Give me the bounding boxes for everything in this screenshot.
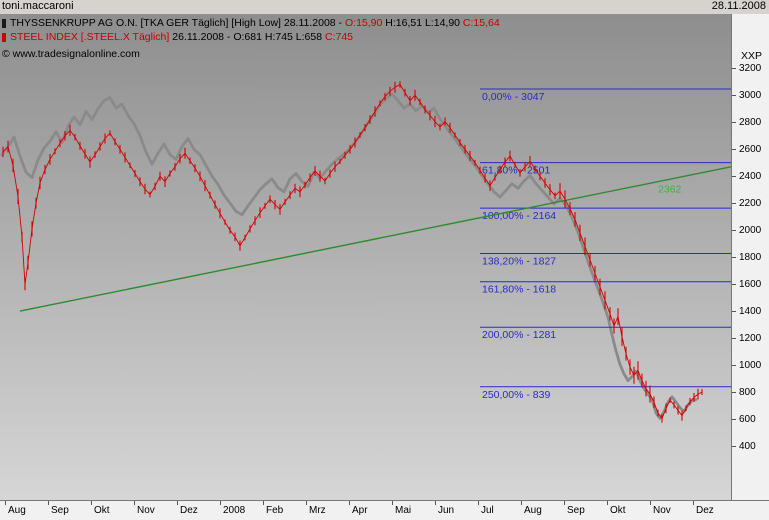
steel-index-series-line[interactable] bbox=[0, 92, 698, 420]
fibonacci-level-label: 61,80% - 2501 bbox=[482, 165, 550, 177]
legend-line2-name: STEEL INDEX [.STEEL.X Täglich] bbox=[10, 31, 173, 43]
y-axis[interactable]: XXP 400 600 800 1000 1200 1400 1600 1800 2000 220… bbox=[731, 14, 769, 500]
y-axis-label: 1600 bbox=[739, 279, 762, 290]
y-axis-label: 3000 bbox=[739, 90, 762, 101]
legend-line1-highlow: H:16,51 L:14,90 bbox=[382, 17, 463, 29]
y-axis-tick bbox=[732, 149, 736, 150]
x-axis-label: Sep bbox=[567, 505, 585, 516]
y-axis-label: 800 bbox=[739, 387, 756, 398]
y-axis-tick bbox=[732, 419, 736, 420]
y-axis-label: 1400 bbox=[739, 306, 762, 317]
x-axis-tick bbox=[134, 501, 135, 505]
trend-line-value-label: 2362 bbox=[658, 183, 682, 195]
y-axis-tick bbox=[732, 311, 736, 312]
axis-corner bbox=[731, 500, 769, 520]
x-axis-label: Apr bbox=[352, 505, 368, 516]
title-bar: toni.maccaroni 28.11.2008 bbox=[0, 0, 769, 14]
y-axis-label: 1800 bbox=[739, 252, 762, 263]
y-axis-tick bbox=[732, 338, 736, 339]
fibonacci-level-label: 138,20% - 1827 bbox=[482, 256, 556, 268]
x-axis[interactable]: Aug Sep Okt Nov Dez 2008 Feb Mrz Apr Mai Jun Jul Aug… bbox=[0, 500, 731, 520]
x-axis-tick bbox=[521, 501, 522, 505]
y-axis-tick bbox=[732, 392, 736, 393]
x-axis-label: Feb bbox=[266, 505, 284, 516]
x-axis-tick bbox=[435, 501, 436, 505]
fibonacci-level-label: 200,00% - 1281 bbox=[482, 329, 556, 341]
x-axis-label: Dez bbox=[180, 505, 198, 516]
x-axis-tick bbox=[564, 501, 565, 505]
fibonacci-level-label: 0,00% - 3047 bbox=[482, 91, 545, 103]
x-axis-tick bbox=[607, 501, 608, 505]
x-axis-label: Okt bbox=[610, 505, 626, 516]
x-axis-tick bbox=[650, 501, 651, 505]
x-axis-label: Jun bbox=[438, 505, 455, 516]
fibonacci-level-label: 250,00% - 839 bbox=[482, 389, 550, 401]
x-axis-tick bbox=[48, 501, 49, 505]
y-axis-tick bbox=[732, 176, 736, 177]
y-axis-tick bbox=[732, 230, 736, 231]
x-axis-label: Aug bbox=[524, 505, 542, 516]
thyssenkrupp-series-line[interactable] bbox=[2, 83, 703, 420]
y-axis-unit-label: XXP bbox=[741, 50, 763, 62]
x-axis-tick bbox=[392, 501, 393, 505]
fibonacci-level-label: 100,00% - 2164 bbox=[482, 210, 556, 222]
x-axis-label: Nov bbox=[137, 505, 155, 516]
chart-plot-area[interactable]: 0,00% - 3047 61,80% - 2501 100,00% - 2164 1… bbox=[0, 14, 731, 500]
y-axis-label: 2000 bbox=[739, 225, 762, 236]
legend-line2-close: C:745 bbox=[325, 31, 354, 43]
legend-line1-prefix: THYSSENKRUPP AG O.N. [TKA GER Täglich] [… bbox=[10, 17, 345, 29]
y-axis-label: 2800 bbox=[739, 117, 762, 128]
y-axis-tick bbox=[732, 95, 736, 96]
x-axis-label: Okt bbox=[94, 505, 110, 516]
chart-legend: THYSSENKRUPP AG O.N. [TKA GER Täglich] [… bbox=[2, 16, 500, 61]
legend-line1-open: O:15,90 bbox=[344, 17, 383, 29]
y-axis-tick bbox=[732, 257, 736, 258]
y-axis-tick bbox=[732, 365, 736, 366]
legend-steel-index-row[interactable]: STEEL INDEX [.STEEL.X Täglich] 26.11.200… bbox=[2, 30, 500, 44]
trend-line[interactable] bbox=[19, 166, 731, 312]
y-axis-label: 400 bbox=[739, 441, 756, 452]
fibonacci-level-label: 161,80% - 1618 bbox=[482, 284, 556, 296]
account-name: toni.maccaroni bbox=[2, 0, 74, 12]
x-axis-tick bbox=[91, 501, 92, 505]
current-date: 28.11.2008 bbox=[711, 0, 766, 12]
x-axis-tick bbox=[263, 501, 264, 505]
y-axis-label: 2200 bbox=[739, 198, 762, 209]
legend-line2-values: 26.11.2008 - O:681 H:745 L:658 bbox=[172, 31, 325, 43]
x-axis-label: Sep bbox=[51, 505, 69, 516]
x-axis-tick bbox=[306, 501, 307, 505]
legend-line1-close: C:15,64 bbox=[462, 17, 500, 29]
x-axis-tick bbox=[220, 501, 221, 505]
y-axis-tick bbox=[732, 68, 736, 69]
y-axis-label: 1000 bbox=[739, 360, 762, 371]
x-axis-label: Dez bbox=[696, 505, 714, 516]
y-axis-tick bbox=[732, 446, 736, 447]
x-axis-tick bbox=[349, 501, 350, 505]
thyssenkrupp-series-marker-icon bbox=[2, 18, 6, 28]
x-axis-tick bbox=[478, 501, 479, 505]
x-axis-tick bbox=[5, 501, 6, 505]
x-axis-label: Mai bbox=[395, 505, 412, 516]
y-axis-label: 2400 bbox=[739, 171, 762, 182]
x-axis-tick bbox=[693, 501, 694, 505]
legend-thyssenkrupp-row[interactable]: THYSSENKRUPP AG O.N. [TKA GER Täglich] [… bbox=[2, 16, 500, 30]
x-axis-label: Mrz bbox=[309, 505, 326, 516]
x-axis-label: Aug bbox=[8, 505, 26, 516]
y-axis-label: 1200 bbox=[739, 333, 762, 344]
y-axis-label: 2600 bbox=[739, 144, 762, 155]
x-axis-label: 2008 bbox=[223, 505, 246, 516]
y-axis-label: 600 bbox=[739, 414, 756, 425]
thyssenkrupp-highlow-bars[interactable] bbox=[2, 81, 703, 423]
y-axis-tick bbox=[732, 203, 736, 204]
y-axis-tick bbox=[732, 122, 736, 123]
steel-index-series-marker-icon bbox=[2, 32, 6, 42]
y-axis-tick bbox=[732, 284, 736, 285]
x-axis-label: Jul bbox=[481, 505, 494, 516]
x-axis-tick bbox=[177, 501, 178, 505]
chart-plot-svg[interactable]: 0,00% - 3047 61,80% - 2501 100,00% - 2164 1… bbox=[0, 14, 731, 500]
x-axis-label: Nov bbox=[653, 505, 671, 516]
y-axis-label: 3200 bbox=[739, 63, 762, 74]
copyright-watermark: © www.tradesignalonline.com bbox=[2, 48, 140, 60]
